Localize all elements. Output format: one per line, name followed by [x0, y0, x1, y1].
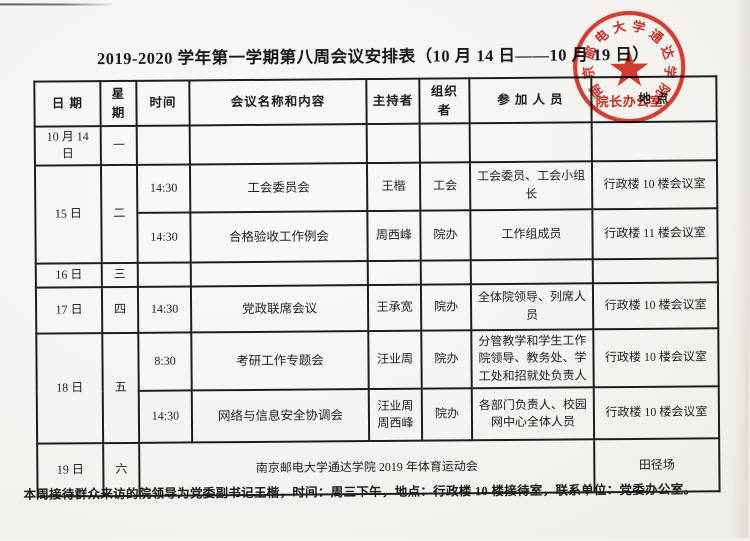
cell-empty: [592, 258, 718, 284]
table-row: 14:30 合格验收工作例会 周西峰 院办 工作组成员 行政楼 11 楼会议室: [35, 208, 718, 263]
cell-attendees: 分管教学和学生工作院领导、教务处、学工处和招就处负责人: [471, 329, 594, 389]
cell-organizer: 院办: [420, 210, 471, 261]
cell-week: 四: [101, 286, 139, 333]
cell-empty: [136, 125, 190, 165]
cell-date: 16 日: [35, 262, 102, 288]
col-header-organizer: 组织者: [419, 78, 470, 124]
cell-empty: [366, 123, 420, 163]
cell-meeting: 网络与信息安全协调会: [191, 389, 370, 443]
cell-week: 五: [102, 332, 140, 444]
cell-time: 14:30: [138, 390, 193, 443]
cell-host: 王承宽: [367, 284, 422, 331]
cell-empty: [469, 122, 592, 163]
col-header-meeting: 会议名称和内容: [189, 79, 367, 126]
scan-artifact-line: [0, 3, 116, 6]
cell-time: 14:30: [136, 164, 191, 213]
cell-location: 行政楼 11 楼会议室: [592, 208, 718, 260]
cell-date: 18 日: [36, 332, 104, 444]
cell-location: 行政楼 10 楼会议室: [591, 160, 718, 210]
cell-time: 14:30: [137, 286, 192, 333]
col-header-date: 日 期: [34, 81, 101, 127]
scan-edge-shadow: [731, 0, 750, 539]
table-row: 17 日 四 14:30 党政联席会议 王承宽 院办 全体院领导、列席人员 行政…: [35, 282, 719, 334]
table-row: 15 日 二 14:30 工会委员会 王楷 工会 工会委员、工会小组长 行政楼 …: [34, 160, 718, 264]
cell-time: 14:30: [137, 212, 191, 263]
page-title: 2019-2020 学年第一学期第八周会议安排表（10 月 14 日——10 月…: [96, 44, 650, 69]
col-header-week: 星期: [100, 80, 137, 127]
cell-location: 行政楼 10 楼会议室: [592, 282, 719, 330]
table-row: 18 日 五 8:30 考研工作专题会 汪业周 院办 分管教学和学生工作院领导、…: [36, 328, 719, 444]
cell-attendees: 工会委员、工会小组长: [469, 161, 593, 211]
cell-host: 周西峰: [367, 210, 421, 261]
cell-empty: [419, 123, 470, 163]
cell-location: 行政楼 10 楼会议室: [593, 386, 720, 440]
cell-location: 行政楼 10 楼会议室: [593, 328, 719, 388]
cell-empty: [190, 260, 368, 287]
col-header-attendees: 参 加 人 员: [469, 77, 592, 124]
cell-week: 二: [100, 164, 138, 263]
cell-empty: [189, 124, 367, 165]
cell-organizer: 院办: [420, 284, 472, 331]
cell-empty: [420, 260, 471, 285]
cell-date: 10 月 14 日: [34, 126, 101, 166]
col-header-time: 时间: [136, 80, 190, 126]
cell-date: 15 日: [34, 164, 102, 264]
cell-organizer: 工会: [419, 162, 471, 211]
table-row: 14:30 网络与信息安全协调会 汪业周 周西峰 院办 各部门负责人、校园网中心…: [37, 386, 720, 443]
col-header-location: 地 点: [591, 76, 717, 123]
cell-date: 17 日: [35, 286, 103, 334]
cell-empty: [137, 262, 191, 287]
cell-host: 汪业周 周西峰: [368, 388, 423, 442]
col-header-host: 主持者: [366, 78, 420, 125]
cell-host: 汪业周: [368, 330, 422, 390]
cell-attendees: 各部门负责人、校园网中心全体人员: [471, 387, 595, 441]
cell-attendees: 全体院领导、列席人员: [470, 283, 594, 331]
cell-host: 王楷: [366, 162, 421, 211]
table-row: 10 月 14 日 一: [34, 121, 717, 166]
cell-meeting: 党政联席会议: [190, 284, 369, 333]
cell-empty: [470, 259, 593, 285]
cell-meeting: 合格验收工作例会: [190, 210, 368, 263]
cell-empty: [367, 260, 421, 285]
cell-meeting: 考研工作专题会: [191, 330, 369, 391]
cell-week: 三: [101, 262, 138, 287]
meeting-schedule-table: 日 期 星期 时间 会议名称和内容 主持者 组织者 参 加 人 员 地 点 10…: [33, 75, 720, 497]
header-row: 日 期 星期 时间 会议名称和内容 主持者 组织者 参 加 人 员 地 点: [34, 76, 717, 127]
cell-time: 8:30: [138, 332, 192, 391]
cell-organizer: 院办: [421, 330, 472, 389]
seal-arc-text: 南京邮电大学通达学院: [580, 18, 679, 101]
cell-empty: [591, 121, 717, 162]
cell-week: 一: [100, 125, 137, 165]
cell-organizer: 院办: [421, 388, 473, 441]
cell-attendees: 工作组成员: [470, 209, 593, 261]
cell-meeting: 工会委员会: [189, 162, 368, 213]
